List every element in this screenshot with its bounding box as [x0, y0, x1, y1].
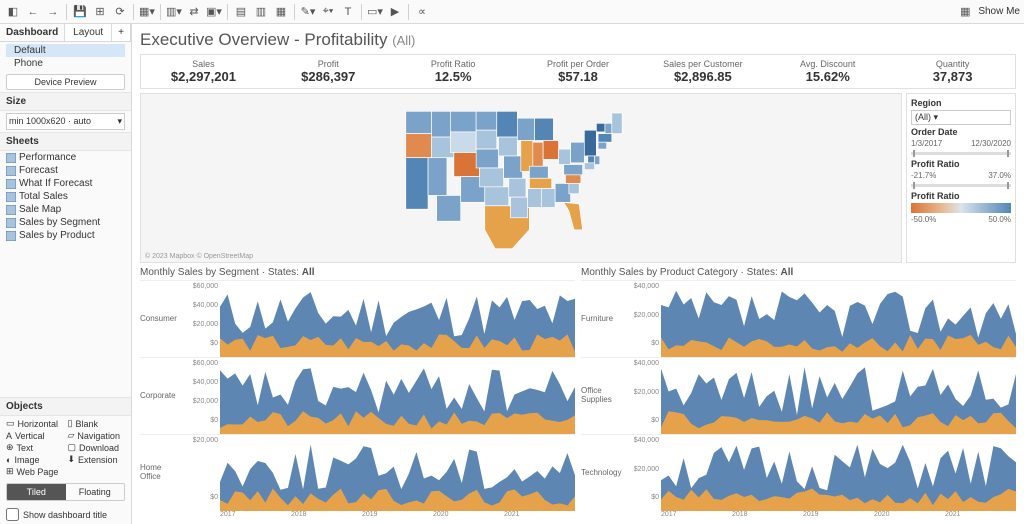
- size-select[interactable]: min 1000x620 · auto▾: [6, 113, 125, 130]
- show-title-checkbox[interactable]: [6, 508, 19, 521]
- kpi-bar: Sales$2,297,201Profit$286,397Profit Rati…: [140, 54, 1016, 89]
- sheet-item[interactable]: Sales by Product: [0, 229, 131, 242]
- gradient-label: Profit Ratio: [911, 191, 1011, 201]
- totals-icon[interactable]: ▦: [272, 3, 290, 21]
- object-item[interactable]: ◐Image: [6, 454, 64, 465]
- object-item[interactable]: ⬇Extension: [68, 454, 126, 465]
- kpi: Sales$2,297,201: [141, 59, 266, 84]
- sheet-item[interactable]: Performance: [0, 151, 131, 164]
- object-item[interactable]: ▱Navigation: [68, 430, 126, 441]
- floating-button[interactable]: Floating: [66, 484, 125, 500]
- region-label: Region: [911, 98, 1011, 108]
- sheet-item[interactable]: What If Forecast: [0, 177, 131, 190]
- showme-label[interactable]: Show Me: [978, 6, 1020, 17]
- region-select[interactable]: (All) ▾: [911, 110, 1011, 125]
- kpi: Avg. Discount15.62%: [765, 59, 890, 84]
- sheet-item[interactable]: Sales by Segment: [0, 216, 131, 229]
- new-ds-icon[interactable]: ▦▾: [138, 3, 156, 21]
- logo-icon: ◧: [4, 3, 22, 21]
- sheet-item[interactable]: Total Sales: [0, 190, 131, 203]
- profit-ratio-slider[interactable]: [911, 184, 1011, 187]
- showme-icon[interactable]: ▦: [956, 3, 974, 21]
- size-header: Size: [0, 92, 131, 111]
- object-item[interactable]: AVertical: [6, 430, 64, 441]
- tiled-button[interactable]: Tiled: [7, 484, 66, 500]
- spark-row[interactable]: Consumer$60,000$40,000$20,000$0: [140, 280, 575, 357]
- group-icon[interactable]: ⌖▾: [319, 3, 337, 21]
- kpi: Profit Ratio12.5%: [391, 59, 516, 84]
- tab-dashboard[interactable]: Dashboard: [0, 24, 65, 41]
- kpi: Profit$286,397: [266, 59, 391, 84]
- spark-row[interactable]: Home Office$20,000$0: [140, 434, 575, 511]
- kpi: Quantity37,873: [890, 59, 1015, 84]
- object-item[interactable]: ▭Horizontal: [6, 418, 64, 429]
- fit-icon[interactable]: ▭▾: [366, 3, 384, 21]
- device-phone[interactable]: Phone: [6, 57, 125, 70]
- sort-asc-icon[interactable]: ▤: [232, 3, 250, 21]
- chevron-down-icon: ▾: [117, 116, 122, 127]
- tab-add[interactable]: +: [112, 24, 131, 41]
- device-preview-button[interactable]: Device Preview: [6, 74, 125, 90]
- back-icon[interactable]: ←: [24, 3, 42, 21]
- object-item: [68, 466, 126, 477]
- spark-row[interactable]: Corporate$60,000$40,000$20,000$0: [140, 357, 575, 434]
- sales-map[interactable]: © 2023 Mapbox © OpenStreetMap: [140, 93, 902, 263]
- object-item[interactable]: ⊞Web Page: [6, 466, 64, 477]
- dup-icon[interactable]: ▣▾: [205, 3, 223, 21]
- spark-row[interactable]: Office Supplies$40,000$20,000$0: [581, 357, 1016, 434]
- spark-row[interactable]: Furniture$40,000$20,000$0: [581, 280, 1016, 357]
- filter-panel: Region (All) ▾ Order Date 1/3/201712/30/…: [906, 93, 1016, 263]
- spark-row[interactable]: Technology$40,000$20,000$0: [581, 434, 1016, 511]
- sheet-item[interactable]: Forecast: [0, 164, 131, 177]
- category-charts: Monthly Sales by Product Category · Stat…: [581, 267, 1016, 518]
- kpi: Profit per Order$57.18: [516, 59, 641, 84]
- highlight-icon[interactable]: ✎▾: [299, 3, 317, 21]
- color-gradient: [911, 203, 1011, 213]
- tab-layout[interactable]: Layout: [65, 24, 112, 41]
- new-sheet-icon[interactable]: ⊞: [91, 3, 109, 21]
- swap-icon[interactable]: ⇄: [185, 3, 203, 21]
- sheets-header: Sheets: [0, 132, 131, 151]
- sheet-item[interactable]: Sale Map: [0, 203, 131, 216]
- us-map-svg: [308, 101, 734, 256]
- object-item[interactable]: ⊕Text: [6, 442, 64, 453]
- date-label: Order Date: [911, 127, 1011, 137]
- kpi: Sales per Customer$2,896.85: [640, 59, 765, 84]
- segment-charts: Monthly Sales by Segment · States: All C…: [140, 267, 575, 518]
- share-icon[interactable]: ∝: [413, 3, 431, 21]
- dashboard-canvas: Executive Overview - Profitability (All)…: [132, 24, 1024, 524]
- forward-icon[interactable]: →: [44, 3, 62, 21]
- device-default[interactable]: Default: [6, 44, 125, 57]
- save-icon[interactable]: 💾: [71, 3, 89, 21]
- left-sidebar: Dashboard Layout + Default Phone Device …: [0, 24, 132, 524]
- map-attribution: © 2023 Mapbox © OpenStreetMap: [145, 253, 253, 260]
- worksheet-icon[interactable]: ▥▾: [165, 3, 183, 21]
- object-item[interactable]: ▢Download: [68, 442, 126, 453]
- top-toolbar: ◧ ← → 💾 ⊞ ⟳ ▦▾ ▥▾ ⇄ ▣▾ ▤ ▥ ▦ ✎▾ ⌖▾ T ▭▾ …: [0, 0, 1024, 24]
- refresh-icon[interactable]: ⟳: [111, 3, 129, 21]
- label-icon[interactable]: T: [339, 3, 357, 21]
- object-item[interactable]: ▯Blank: [68, 418, 126, 429]
- present-icon[interactable]: ▶: [386, 3, 404, 21]
- objects-header: Objects: [0, 397, 131, 416]
- sort-desc-icon[interactable]: ▥: [252, 3, 270, 21]
- dashboard-title: Executive Overview - Profitability (All): [140, 30, 1016, 50]
- profit-ratio-label: Profit Ratio: [911, 159, 1011, 169]
- show-title-label: Show dashboard title: [23, 510, 107, 520]
- date-slider[interactable]: [911, 152, 1011, 155]
